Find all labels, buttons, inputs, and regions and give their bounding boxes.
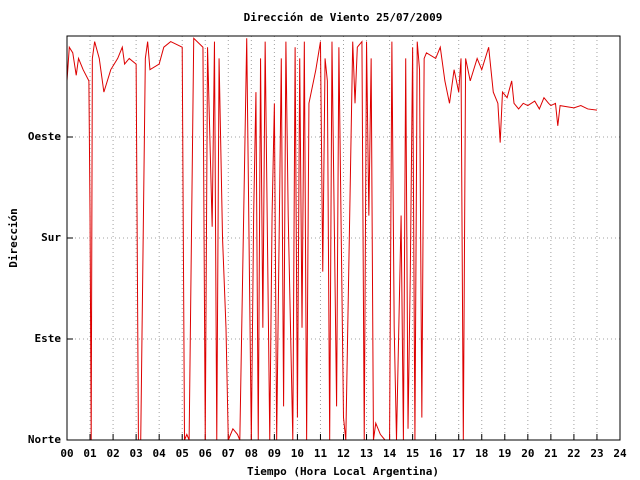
x-tick-label: 10 [291, 447, 304, 460]
y-tick-label: Norte [28, 433, 61, 446]
x-tick-label: 11 [314, 447, 328, 460]
x-tick-label: 15 [406, 447, 419, 460]
x-tick-label: 16 [429, 447, 443, 460]
x-tick-label: 05 [176, 447, 189, 460]
x-tick-label: 00 [60, 447, 73, 460]
x-tick-label: 20 [521, 447, 534, 460]
x-tick-label: 08 [245, 447, 258, 460]
plot-border [66, 35, 621, 441]
x-axis-label: Tiempo (Hora Local Argentina) [247, 465, 439, 478]
y-tick-label: Este [35, 332, 62, 345]
x-tick-label: 22 [567, 447, 580, 460]
x-tick-label: 24 [613, 447, 627, 460]
x-tick-label: 04 [153, 447, 167, 460]
x-tick-label: 02 [106, 447, 119, 460]
x-tick-label: 01 [83, 447, 97, 460]
chart-title: Dirección de Viento 25/07/2009 [244, 11, 443, 24]
x-tick-label: 07 [222, 447, 235, 460]
x-tick-label: 03 [130, 447, 143, 460]
x-tick-label: 09 [268, 447, 281, 460]
x-tick-label: 12 [337, 447, 350, 460]
x-tick-label: 14 [383, 447, 397, 460]
x-tick-label: 06 [199, 447, 213, 460]
x-tick-label: 21 [544, 447, 558, 460]
data-line [66, 37, 598, 441]
y-tick-label: Oeste [28, 130, 61, 143]
x-tick-label: 13 [360, 447, 373, 460]
x-tick-label: 23 [590, 447, 603, 460]
x-tick-label: 18 [475, 447, 488, 460]
x-tick-label: 17 [452, 447, 465, 460]
y-axis-label: Dirección [7, 208, 20, 268]
y-tick-label: Sur [41, 231, 61, 244]
x-tick-label: 19 [498, 447, 511, 460]
